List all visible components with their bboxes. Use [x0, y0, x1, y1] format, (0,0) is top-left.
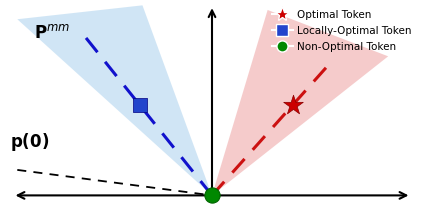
Polygon shape: [212, 10, 388, 195]
Point: [137, 103, 144, 107]
Point: [209, 194, 215, 197]
Legend: Optimal Token, Locally-Optimal Token, Non-Optimal Token: Optimal Token, Locally-Optimal Token, No…: [268, 6, 416, 56]
Polygon shape: [17, 5, 212, 195]
Text: $\mathbf{P}^{mm}$: $\mathbf{P}^{mm}$: [33, 24, 70, 42]
Text: $\mathbf{p(0)}$: $\mathbf{p(0)}$: [10, 131, 50, 153]
Point: [290, 103, 296, 107]
